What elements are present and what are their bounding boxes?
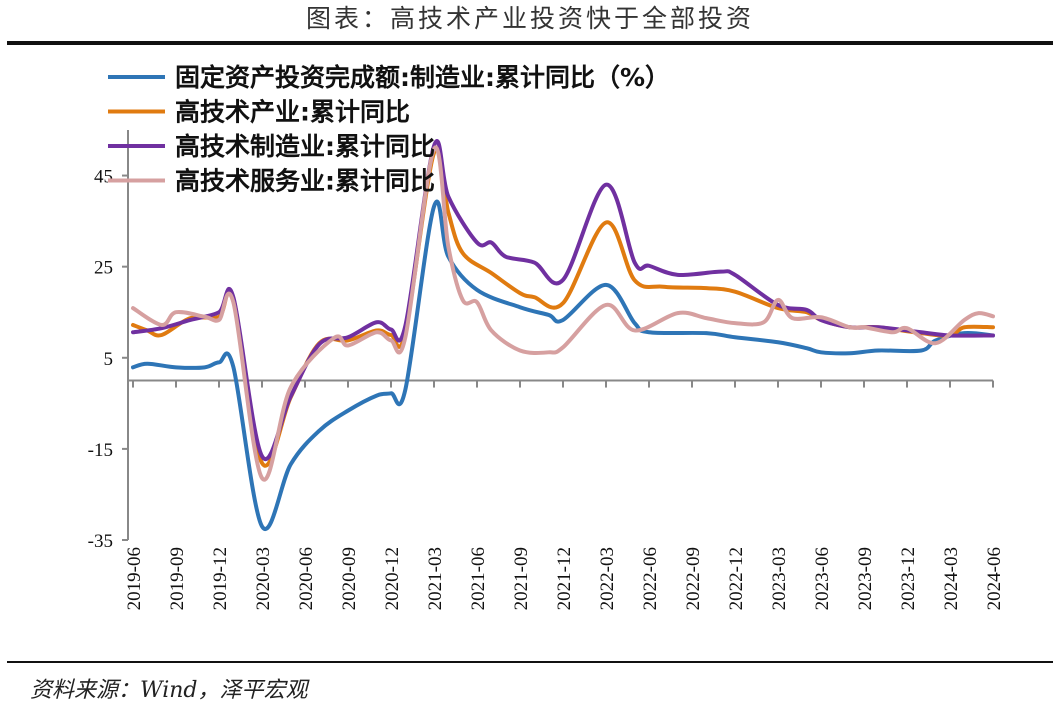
- x-tick-label: 2023-09: [855, 547, 876, 610]
- x-tick-label: 2021-12: [554, 547, 575, 610]
- legend-label-2: 高技术产业:累计同比: [175, 98, 410, 127]
- x-tick-label: 2020-06: [296, 547, 317, 610]
- title-rule: [7, 41, 1053, 45]
- legend-label-1: 固定资产投资完成额:制造业:累计同比（%）: [175, 63, 670, 92]
- x-tick-label: 2022-06: [640, 547, 661, 610]
- x-tick-label: 2020-03: [253, 547, 274, 610]
- legend-label-3: 高技术制造业:累计同比: [175, 132, 435, 161]
- x-tick-label: 2019-12: [210, 547, 231, 610]
- source-note: 资料来源：Wind，泽平宏观: [30, 678, 308, 703]
- x-tick-label: 2019-09: [167, 547, 188, 610]
- chart-title: 图表：高技术产业投资快于全部投资: [305, 4, 754, 33]
- x-tick-label: 2024-06: [984, 547, 1005, 610]
- x-tick-label: 2021-06: [468, 547, 489, 610]
- x-tick-label: 2022-12: [726, 547, 747, 610]
- x-tick-label: 2021-09: [511, 547, 532, 610]
- x-tick-label: 2022-03: [597, 547, 618, 610]
- x-tick-label: 2020-12: [382, 547, 403, 610]
- x-tick-label: 2023-03: [769, 547, 790, 610]
- x-tick-label: 2024-03: [941, 547, 962, 610]
- legend-label-4: 高技术服务业:累计同比: [175, 167, 435, 196]
- x-tick-label: 2019-06: [124, 547, 145, 610]
- series-line-1: [131, 199, 995, 531]
- footer-rule: [7, 661, 1053, 663]
- y-tick-label: -35: [88, 531, 113, 552]
- series-line-2: [131, 147, 995, 468]
- x-tick-label: 2021-03: [425, 547, 446, 610]
- x-tick-label: 2023-06: [812, 547, 833, 610]
- x-tick-label: 2022-09: [683, 547, 704, 610]
- series-line-4: [131, 145, 995, 482]
- y-tick-label: 45: [94, 167, 113, 188]
- series-line-3: [131, 139, 995, 462]
- y-tick-label: -15: [88, 440, 113, 461]
- x-tick-label: 2023-12: [898, 547, 919, 610]
- x-tick-label: 2020-09: [339, 547, 360, 610]
- y-tick-label: 5: [104, 349, 114, 370]
- y-tick-label: 25: [94, 258, 113, 279]
